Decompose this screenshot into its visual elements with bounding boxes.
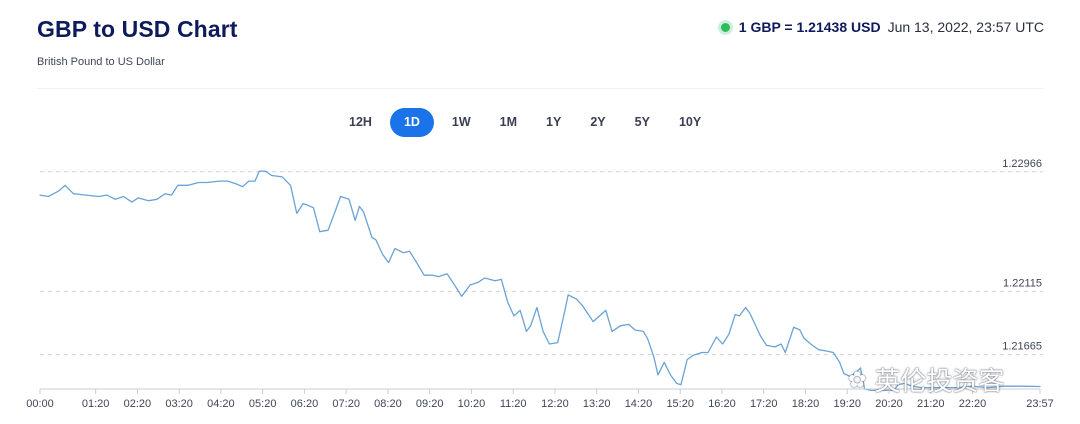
y-tick-label: 1.21665 bbox=[1002, 341, 1042, 353]
y-tick-label: 1.22115 bbox=[1003, 277, 1042, 289]
x-tick-label: 05:20 bbox=[249, 398, 277, 410]
x-tick-label: 17:20 bbox=[750, 398, 778, 410]
current-rate: 1 GBP = 1.21438 USD bbox=[738, 19, 881, 35]
x-tick-label: 23:57 bbox=[1026, 398, 1054, 410]
price-chart[interactable]: 1.22966 1.22115 1.21665 00:00 01:20 02:20 03:… bbox=[0, 150, 1080, 424]
x-tick-label: 13:20 bbox=[583, 398, 611, 410]
x-tick-label: 04:20 bbox=[207, 398, 235, 410]
tab-12h[interactable]: 12H bbox=[349, 115, 372, 129]
y-axis-labels: 1.22966 1.22115 1.21665 bbox=[1002, 158, 1042, 353]
x-axis-ticks: 00:00 01:20 02:20 03:20 04:20 05:20 06:20 07:20… bbox=[26, 389, 1054, 410]
watermark-text: 英伦投资客 bbox=[874, 366, 1005, 396]
x-tick-label: 19:20 bbox=[833, 398, 861, 410]
x-tick-label: 14:20 bbox=[625, 398, 653, 410]
x-tick-label: 11:20 bbox=[500, 398, 527, 410]
x-tick-label: 06:20 bbox=[291, 398, 319, 410]
tab-1y[interactable]: 1Y bbox=[546, 115, 562, 129]
y-tick-label: 1.22966 bbox=[1002, 158, 1042, 170]
live-rate: 1 GBP = 1.21438 USD Jun 13, 2022, 23:57 … bbox=[720, 19, 1044, 35]
x-tick-label: 12:20 bbox=[541, 398, 569, 410]
x-tick-label: 08:20 bbox=[374, 398, 402, 410]
watermark: ✿ 英伦投资客 bbox=[848, 361, 1004, 398]
tab-1m[interactable]: 1M bbox=[499, 115, 518, 129]
page-subtitle: British Pound to US Dollar bbox=[37, 56, 165, 68]
x-tick-label: 10:20 bbox=[458, 398, 486, 410]
x-tick-label: 15:20 bbox=[666, 398, 694, 410]
tab-1w[interactable]: 1W bbox=[451, 115, 471, 129]
x-tick-label: 09:20 bbox=[416, 398, 444, 410]
wechat-icon: ✿ bbox=[848, 366, 867, 392]
header-divider bbox=[37, 88, 1044, 89]
tab-1d[interactable]: 1D bbox=[389, 108, 434, 137]
tab-10y[interactable]: 10Y bbox=[678, 115, 702, 129]
rate-timestamp: Jun 13, 2022, 23:57 UTC bbox=[887, 19, 1044, 35]
x-tick-label: 22:20 bbox=[959, 398, 987, 410]
price-line bbox=[39, 170, 1041, 392]
timeframe-tabs: 12H 1D 1W 1M 1Y 2Y 5Y 10Y bbox=[338, 108, 719, 137]
page-title: GBP to USD Chart bbox=[37, 16, 238, 42]
x-tick-label: 20:20 bbox=[875, 398, 903, 410]
live-status-icon bbox=[720, 22, 730, 32]
x-tick-label: 03:20 bbox=[165, 398, 193, 410]
tab-2y[interactable]: 2Y bbox=[590, 115, 606, 129]
x-tick-label: 16:20 bbox=[708, 398, 736, 410]
x-tick-label: 21:20 bbox=[917, 398, 945, 410]
tab-5y[interactable]: 5Y bbox=[634, 115, 650, 129]
grid-lines bbox=[40, 171, 1043, 356]
x-tick-label: 01:20 bbox=[82, 398, 110, 410]
x-tick-label: 07:20 bbox=[332, 398, 360, 410]
x-tick-label: 00:00 bbox=[26, 398, 54, 410]
x-tick-label: 02:20 bbox=[124, 398, 152, 410]
x-tick-label: 18:20 bbox=[792, 398, 820, 410]
